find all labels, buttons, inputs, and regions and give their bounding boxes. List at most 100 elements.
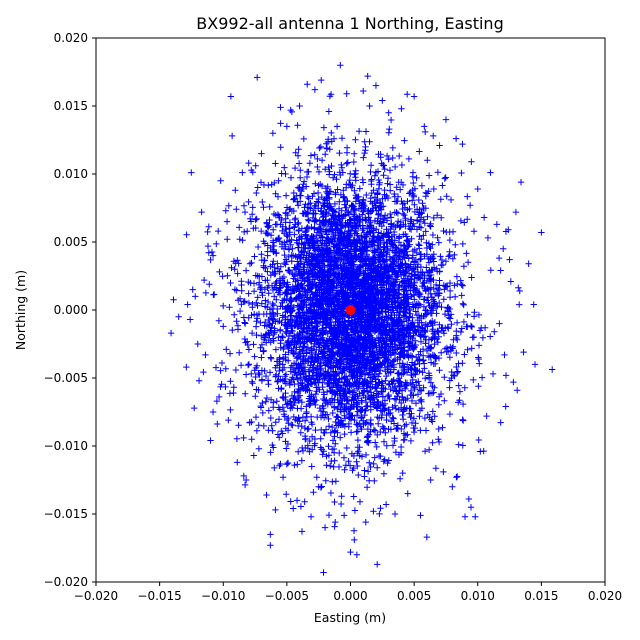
data-point xyxy=(430,132,437,140)
data-point xyxy=(267,542,274,549)
data-point xyxy=(525,260,532,267)
data-point xyxy=(240,434,247,442)
data-point xyxy=(421,123,428,130)
data-point xyxy=(398,105,405,112)
data-point xyxy=(423,533,431,541)
data-point xyxy=(374,561,381,568)
x-tick-label: −0.015 xyxy=(137,589,181,603)
data-point xyxy=(230,389,237,397)
data-point xyxy=(506,256,513,263)
data-point xyxy=(417,512,424,519)
data-point xyxy=(475,342,483,349)
data-point xyxy=(293,497,301,504)
data-point xyxy=(353,551,361,558)
data-point xyxy=(493,221,501,228)
data-point xyxy=(484,234,492,242)
data-point xyxy=(427,476,434,484)
data-point xyxy=(236,236,243,243)
data-point xyxy=(372,82,380,89)
data-point xyxy=(496,320,503,327)
x-axis-label: Easting (m) xyxy=(314,610,386,625)
x-tick-label: 0.000 xyxy=(333,589,367,603)
x-tick-label: 0.005 xyxy=(397,589,431,603)
data-point xyxy=(483,412,490,420)
data-point xyxy=(204,242,212,250)
data-point xyxy=(538,229,545,236)
data-point xyxy=(202,351,209,359)
data-point xyxy=(218,359,226,367)
data-point xyxy=(343,90,350,97)
data-point xyxy=(360,87,367,95)
data-point xyxy=(248,370,255,378)
data-point xyxy=(366,102,373,110)
data-point xyxy=(246,260,254,267)
data-point xyxy=(520,348,527,356)
x-tick-label: −0.020 xyxy=(74,589,118,603)
data-point xyxy=(510,378,517,386)
data-point xyxy=(456,388,464,395)
data-point xyxy=(227,93,235,100)
data-point xyxy=(198,208,205,216)
data-point xyxy=(332,518,339,526)
data-point xyxy=(217,177,224,184)
data-point xyxy=(167,329,175,337)
data-point xyxy=(267,531,274,538)
data-point xyxy=(461,513,469,520)
data-point xyxy=(234,459,241,466)
data-point xyxy=(472,513,479,520)
data-point xyxy=(250,452,257,459)
data-point xyxy=(245,159,252,167)
data-point xyxy=(379,97,386,104)
data-point xyxy=(452,135,460,142)
data-point xyxy=(362,518,369,526)
data-point xyxy=(507,278,515,285)
data-point xyxy=(480,214,488,221)
data-point xyxy=(192,293,199,300)
data-point xyxy=(517,178,525,186)
data-point xyxy=(222,207,229,214)
data-point xyxy=(304,81,311,88)
data-point xyxy=(194,340,201,348)
data-point xyxy=(263,491,270,499)
y-tick-label: 0.010 xyxy=(54,167,88,181)
data-point xyxy=(531,361,539,368)
y-tick-label: 0.020 xyxy=(54,31,88,45)
data-point xyxy=(283,123,291,130)
x-tick-label: −0.005 xyxy=(265,589,309,603)
data-point xyxy=(404,490,411,497)
data-point xyxy=(242,476,250,484)
data-point xyxy=(410,93,418,100)
data-point xyxy=(455,441,462,448)
y-tick-label: −0.020 xyxy=(44,575,88,589)
data-point xyxy=(207,437,214,444)
data-point xyxy=(321,524,329,531)
y-tick-label: −0.005 xyxy=(44,371,88,385)
data-point xyxy=(209,408,217,416)
data-point xyxy=(253,189,260,197)
data-point xyxy=(296,102,303,110)
data-point xyxy=(370,508,377,515)
data-point xyxy=(491,328,498,335)
data-point xyxy=(200,276,208,284)
data-point xyxy=(391,510,399,518)
data-point xyxy=(231,266,238,273)
x-tick-label: −0.010 xyxy=(201,589,245,603)
y-tick-label: 0.015 xyxy=(54,99,88,113)
data-point xyxy=(315,483,322,490)
data-point xyxy=(351,536,358,544)
x-tick-label: 0.010 xyxy=(461,589,495,603)
data-point xyxy=(272,506,279,514)
data-point xyxy=(465,495,473,503)
data-point xyxy=(385,109,392,116)
data-point xyxy=(183,363,190,371)
data-point xyxy=(468,158,475,165)
data-point xyxy=(447,196,455,204)
data-point xyxy=(500,245,507,252)
data-point xyxy=(435,436,442,443)
data-point xyxy=(340,512,348,519)
data-point xyxy=(279,474,287,481)
data-point xyxy=(223,218,231,225)
y-tick-label: −0.010 xyxy=(44,439,88,453)
data-point xyxy=(290,505,297,512)
